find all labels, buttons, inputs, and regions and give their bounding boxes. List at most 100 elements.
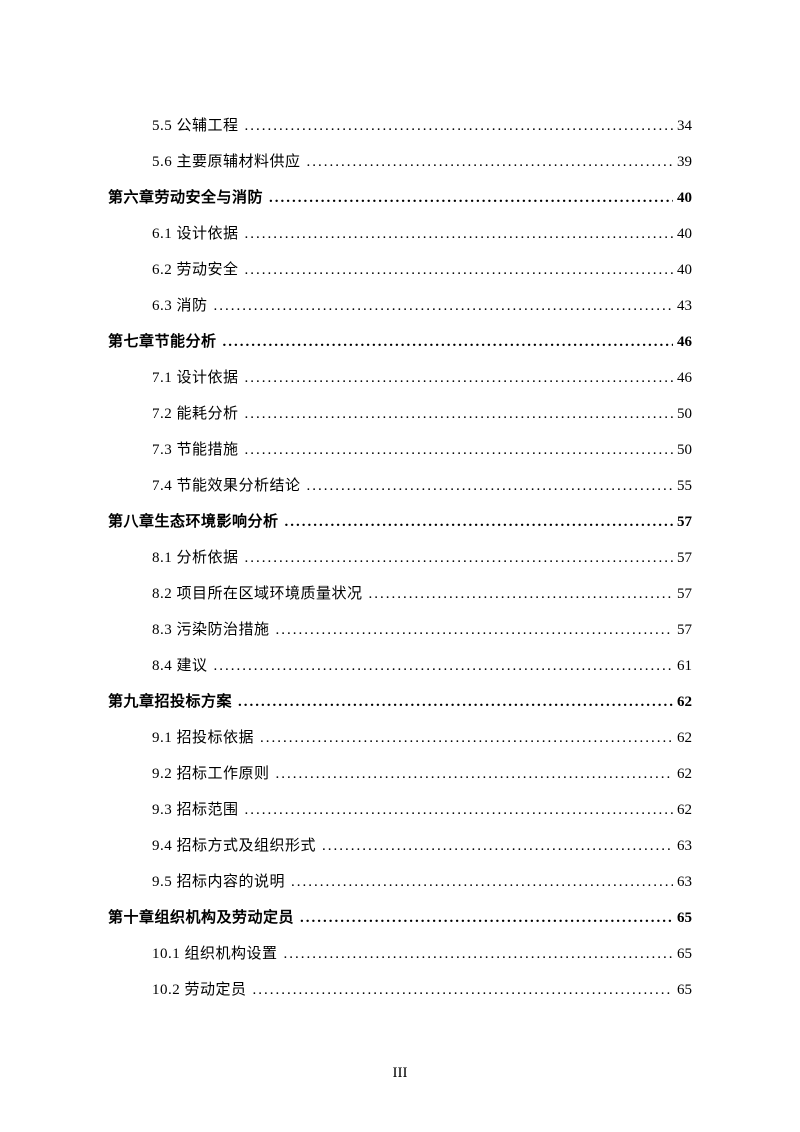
toc-label: 5.5 公辅工程: [152, 108, 239, 144]
toc-entry: 7.3 节能措施 50: [108, 432, 692, 468]
toc-entry: 9.2 招标工作原则 62: [108, 756, 692, 792]
toc-entry: 7.4 节能效果分析结论 55: [108, 468, 692, 504]
table-of-contents: 5.5 公辅工程345.6 主要原辅材料供应39第六章劳动安全与消防406.1 …: [108, 108, 692, 1008]
toc-leader-dots: [269, 180, 673, 216]
toc-leader-dots: [245, 540, 673, 576]
toc-page-number: 34: [677, 108, 692, 144]
toc-leader-dots: [245, 252, 673, 288]
page-number: III: [0, 1065, 800, 1082]
toc-leader-dots: [300, 900, 673, 936]
toc-page-number: 63: [677, 864, 692, 900]
toc-entry: 第七章节能分析 46: [108, 324, 692, 360]
toc-page-number: 65: [677, 900, 692, 936]
toc-page-number: 57: [677, 576, 692, 612]
toc-label: 9.1 招投标依据: [152, 720, 254, 756]
toc-entry: 9.4 招标方式及组织形式 63: [108, 828, 692, 864]
toc-entry: 8.3 污染防治措施 57: [108, 612, 692, 648]
toc-leader-dots: [214, 288, 673, 324]
toc-leader-dots: [276, 612, 673, 648]
toc-leader-dots: [291, 864, 673, 900]
toc-entry: 第八章生态环境影响分析 57: [108, 504, 692, 540]
toc-leader-dots: [260, 720, 673, 756]
toc-leader-dots: [369, 576, 673, 612]
toc-leader-dots: [238, 684, 673, 720]
toc-page-number: 40: [677, 216, 692, 252]
toc-label: 第十章组织机构及劳动定员: [108, 900, 294, 936]
toc-label: 7.3 节能措施: [152, 432, 239, 468]
toc-page-number: 40: [677, 252, 692, 288]
toc-label: 6.3 消防: [152, 288, 208, 324]
toc-page-number: 57: [677, 540, 692, 576]
toc-entry: 5.6 主要原辅材料供应 39: [108, 144, 692, 180]
toc-label: 9.3 招标范围: [152, 792, 239, 828]
toc-leader-dots: [245, 108, 673, 144]
toc-leader-dots: [245, 216, 673, 252]
toc-entry: 9.1 招投标依据 62: [108, 720, 692, 756]
toc-entry: 10.2 劳动定员 65: [108, 972, 692, 1008]
toc-entry: 第九章招投标方案 62: [108, 684, 692, 720]
toc-entry: 8.4 建议61: [108, 648, 692, 684]
toc-leader-dots: [307, 144, 673, 180]
toc-entry: 7.1 设计依据 46: [108, 360, 692, 396]
toc-label: 5.6 主要原辅材料供应: [152, 144, 301, 180]
toc-leader-dots: [285, 504, 673, 540]
toc-leader-dots: [214, 648, 673, 684]
toc-label: 第九章招投标方案: [108, 684, 232, 720]
toc-entry: 9.3 招标范围 62: [108, 792, 692, 828]
toc-page-number: 62: [677, 756, 692, 792]
toc-label: 6.1 设计依据: [152, 216, 239, 252]
toc-entry: 8.1 分析依据 57: [108, 540, 692, 576]
toc-leader-dots: [253, 972, 673, 1008]
toc-leader-dots: [245, 432, 673, 468]
toc-page-number: 62: [677, 684, 692, 720]
toc-page-number: 65: [677, 936, 692, 972]
toc-page-number: 40: [677, 180, 692, 216]
toc-label: 9.2 招标工作原则: [152, 756, 270, 792]
toc-leader-dots: [307, 468, 673, 504]
toc-page-number: 62: [677, 720, 692, 756]
toc-label: 9.4 招标方式及组织形式: [152, 828, 316, 864]
toc-entry: 第六章劳动安全与消防 40: [108, 180, 692, 216]
toc-page-number: 62: [677, 792, 692, 828]
toc-label: 7.2 能耗分析: [152, 396, 239, 432]
toc-label: 10.2 劳动定员: [152, 972, 247, 1008]
toc-entry: 6.1 设计依据 40: [108, 216, 692, 252]
toc-leader-dots: [245, 792, 673, 828]
toc-page-number: 50: [677, 396, 692, 432]
toc-leader-dots: [276, 756, 673, 792]
toc-page-number: 43: [677, 288, 692, 324]
toc-page-number: 50: [677, 432, 692, 468]
toc-label: 第六章劳动安全与消防: [108, 180, 263, 216]
toc-label: 8.1 分析依据: [152, 540, 239, 576]
toc-leader-dots: [223, 324, 673, 360]
toc-label: 8.2 项目所在区域环境质量状况: [152, 576, 363, 612]
toc-leader-dots: [322, 828, 673, 864]
toc-label: 7.1 设计依据: [152, 360, 239, 396]
toc-entry: 6.3 消防 43: [108, 288, 692, 324]
toc-entry: 6.2 劳动安全 40: [108, 252, 692, 288]
toc-page-number: 57: [677, 504, 692, 540]
toc-leader-dots: [245, 360, 673, 396]
toc-label: 9.5 招标内容的说明: [152, 864, 285, 900]
toc-label: 7.4 节能效果分析结论: [152, 468, 301, 504]
toc-page-number: 46: [677, 360, 692, 396]
toc-page-number: 55: [677, 468, 692, 504]
toc-page-number: 65: [677, 972, 692, 1008]
toc-label: 第七章节能分析: [108, 324, 217, 360]
toc-entry: 9.5 招标内容的说明 63: [108, 864, 692, 900]
toc-leader-dots: [245, 396, 673, 432]
toc-entry: 8.2 项目所在区域环境质量状况 57: [108, 576, 692, 612]
toc-entry: 5.5 公辅工程 34: [108, 108, 692, 144]
toc-page-number: 39: [677, 144, 692, 180]
toc-page-number: 46: [677, 324, 692, 360]
toc-page-number: 57: [677, 612, 692, 648]
toc-label: 10.1 组织机构设置: [152, 936, 278, 972]
toc-entry: 第十章组织机构及劳动定员 65: [108, 900, 692, 936]
toc-page-number: 63: [677, 828, 692, 864]
toc-label: 6.2 劳动安全: [152, 252, 239, 288]
toc-entry: 10.1 组织机构设置 65: [108, 936, 692, 972]
toc-label: 第八章生态环境影响分析: [108, 504, 279, 540]
toc-page-number: 61: [677, 648, 692, 684]
toc-label: 8.3 污染防治措施: [152, 612, 270, 648]
toc-leader-dots: [284, 936, 673, 972]
